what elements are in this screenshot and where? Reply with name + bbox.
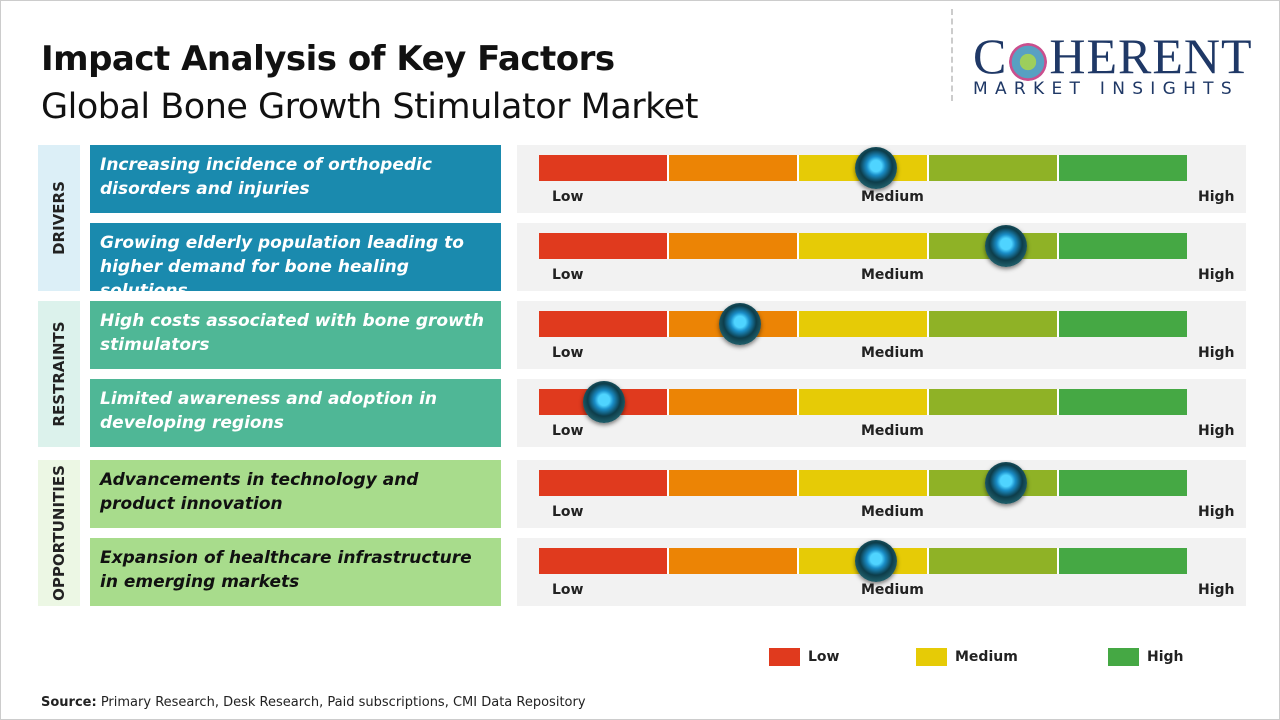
impact-gauge: Low Medium High bbox=[517, 301, 1246, 369]
low-label: Low bbox=[552, 582, 584, 598]
legend-label: Low bbox=[808, 649, 840, 665]
logo-name: C HERENT bbox=[973, 28, 1253, 84]
legend-item: High bbox=[1108, 648, 1184, 666]
gauge-segment bbox=[929, 548, 1059, 574]
gauge-segment bbox=[1059, 389, 1187, 415]
gauge-segment bbox=[669, 389, 799, 415]
legend-label: Medium bbox=[955, 649, 1018, 665]
gauge-segment bbox=[669, 155, 799, 181]
gauge-bar bbox=[539, 233, 1187, 259]
legend-swatch bbox=[769, 648, 800, 666]
low-label: Low bbox=[552, 345, 584, 361]
source-note: Source: Primary Research, Desk Research,… bbox=[41, 695, 586, 710]
gauge-segment bbox=[669, 548, 799, 574]
medium-label: Medium bbox=[861, 504, 924, 520]
legend-item: Medium bbox=[916, 648, 1018, 666]
category-restraints: RESTRAINTS bbox=[38, 301, 80, 447]
gauge-segment bbox=[1059, 155, 1187, 181]
category-drivers: DRIVERS bbox=[38, 145, 80, 291]
high-label: High bbox=[1198, 504, 1235, 520]
impact-gauge: Low Medium High bbox=[517, 538, 1246, 606]
gauge-segment bbox=[799, 311, 929, 337]
gauge-segment bbox=[1059, 470, 1187, 496]
gauge-segment bbox=[539, 548, 669, 574]
category-label: RESTRAINTS bbox=[50, 321, 68, 427]
category-opportunities: OPPORTUNITIES bbox=[38, 460, 80, 606]
impact-indicator-knob bbox=[984, 225, 1027, 267]
high-label: High bbox=[1198, 189, 1235, 205]
impact-indicator-knob bbox=[984, 462, 1027, 504]
gauge-bar bbox=[539, 389, 1187, 415]
impact-gauge: Low Medium High bbox=[517, 145, 1246, 213]
legend-swatch bbox=[1108, 648, 1139, 666]
medium-label: Medium bbox=[861, 189, 924, 205]
gauge-segment bbox=[929, 389, 1059, 415]
gauge-segment bbox=[799, 233, 929, 259]
low-label: Low bbox=[552, 189, 584, 205]
impact-indicator-knob bbox=[582, 381, 625, 423]
low-label: Low bbox=[552, 267, 584, 283]
globe-icon bbox=[1009, 42, 1048, 81]
page-title: Impact Analysis of Key Factors bbox=[41, 39, 615, 79]
gauge-segment bbox=[799, 389, 929, 415]
factor-text: Advancements in technology and product i… bbox=[90, 460, 501, 528]
low-label: Low bbox=[552, 504, 584, 520]
factor-text: Increasing incidence of orthopedic disor… bbox=[90, 145, 501, 213]
high-label: High bbox=[1198, 267, 1235, 283]
source-label: Source: bbox=[41, 695, 97, 710]
impact-gauge: Low Medium High bbox=[517, 460, 1246, 528]
gauge-segment bbox=[1059, 548, 1187, 574]
medium-label: Medium bbox=[861, 267, 924, 283]
legend-label: High bbox=[1147, 649, 1184, 665]
medium-label: Medium bbox=[861, 345, 924, 361]
gauge-segment bbox=[669, 470, 799, 496]
gauge-segment bbox=[539, 470, 669, 496]
gauge-bar bbox=[539, 311, 1187, 337]
medium-label: Medium bbox=[861, 582, 924, 598]
gauge-segment bbox=[1059, 233, 1187, 259]
low-label: Low bbox=[552, 423, 584, 439]
logo-tagline: MARKET INSIGHTS bbox=[973, 79, 1239, 99]
factor-text: Limited awareness and adoption in develo… bbox=[90, 379, 501, 447]
source-text: Primary Research, Desk Research, Paid su… bbox=[96, 695, 586, 710]
gauge-segment bbox=[539, 155, 669, 181]
impact-indicator-knob bbox=[718, 303, 761, 345]
gauge-segment bbox=[669, 233, 799, 259]
high-label: High bbox=[1198, 423, 1235, 439]
gauge-segment bbox=[929, 155, 1059, 181]
high-label: High bbox=[1198, 345, 1235, 361]
impact-indicator-knob bbox=[854, 540, 897, 582]
gauge-bar bbox=[539, 155, 1187, 181]
logo: C HERENT MARKET INSIGHTS bbox=[951, 9, 1266, 101]
legend-swatch bbox=[916, 648, 947, 666]
gauge-segment bbox=[539, 311, 669, 337]
gauge-segment bbox=[929, 311, 1059, 337]
impact-indicator-knob bbox=[854, 147, 897, 189]
impact-gauge: Low Medium High bbox=[517, 223, 1246, 291]
factor-text: Expansion of healthcare infrastructure i… bbox=[90, 538, 501, 606]
medium-label: Medium bbox=[861, 423, 924, 439]
factor-text: Growing elderly population leading to hi… bbox=[90, 223, 501, 301]
gauge-bar bbox=[539, 470, 1187, 496]
impact-gauge: Low Medium High bbox=[517, 379, 1246, 447]
gauge-segment bbox=[799, 470, 929, 496]
gauge-segment bbox=[539, 233, 669, 259]
page-subtitle: Global Bone Growth Stimulator Market bbox=[41, 87, 698, 127]
category-label: OPPORTUNITIES bbox=[50, 465, 68, 601]
gauge-segment bbox=[1059, 311, 1187, 337]
category-label: DRIVERS bbox=[50, 181, 68, 255]
legend-item: Low bbox=[769, 648, 839, 666]
factor-text: High costs associated with bone growth s… bbox=[90, 301, 501, 369]
high-label: High bbox=[1198, 582, 1235, 598]
